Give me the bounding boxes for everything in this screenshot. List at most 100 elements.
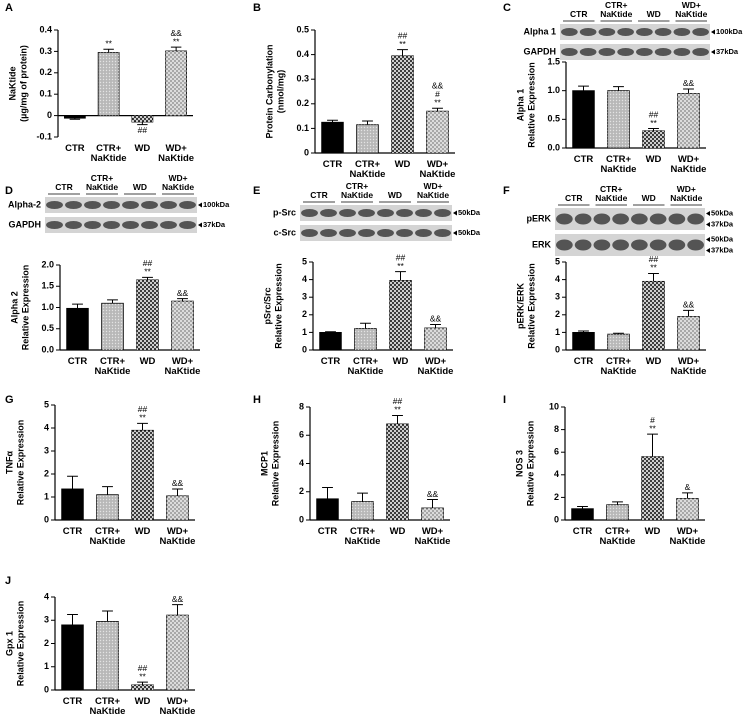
x-tick-label: CTR	[62, 696, 83, 707]
y-axis-label: pERK/ERK	[515, 283, 525, 330]
y-axis-label: Relative Expression	[20, 265, 30, 351]
blot-band	[358, 209, 375, 217]
significance-label: **	[397, 261, 404, 271]
y-tick-label: 0.2	[296, 98, 309, 108]
blot-band	[396, 229, 413, 237]
error-bar	[142, 276, 153, 280]
significance-label: #	[650, 415, 655, 425]
error-bar	[432, 107, 443, 112]
error-bar	[102, 486, 113, 495]
significance-label: ##	[649, 254, 659, 264]
y-tick-label: 8	[554, 424, 559, 434]
error-bar	[107, 299, 118, 304]
blot-band	[339, 209, 356, 217]
y-tick-label: 4	[299, 458, 304, 468]
blot-group-label: WD	[387, 190, 403, 200]
x-tick-label: WD+ NaKtide	[417, 356, 454, 377]
blot-band	[612, 239, 629, 251]
y-tick-label: 0	[299, 514, 304, 524]
x-tick-label: CTR	[62, 526, 83, 537]
blot-band	[179, 201, 196, 209]
error-bar	[102, 610, 113, 622]
y-tick-label: 3	[44, 615, 49, 625]
blot-band	[141, 221, 158, 229]
significance-label: ##	[398, 30, 408, 40]
blot-band	[687, 239, 704, 251]
blot-arrow	[453, 210, 457, 216]
x-tick-label: CTR+ NaKtide	[89, 696, 126, 717]
x-tick-label: WD	[392, 356, 409, 367]
blot-band	[692, 28, 709, 36]
y-tick-label: 0	[44, 684, 49, 694]
y-tick-label: 1.5	[41, 281, 54, 291]
bar-texture	[101, 303, 124, 350]
y-tick-label: 4	[44, 591, 49, 601]
blot-band	[598, 28, 616, 36]
x-tick-label: CTR	[573, 154, 594, 165]
x-tick-label: CTR	[67, 356, 88, 367]
y-axis-label: (nmol/mg)	[275, 70, 285, 114]
bar-texture	[607, 90, 630, 148]
blot-band	[103, 221, 120, 229]
y-axis-label: Gpx 1	[4, 631, 14, 656]
error-bar	[392, 414, 403, 424]
error-bar	[170, 46, 182, 51]
x-tick-label: WD	[139, 356, 156, 367]
blot-band	[434, 209, 451, 217]
y-tick-label: 2	[554, 492, 559, 502]
bar-texture	[131, 684, 154, 690]
significance-label: &&	[683, 300, 695, 310]
error-bar	[72, 303, 83, 309]
y-tick-label: 1	[302, 327, 307, 337]
bar-texture	[166, 615, 189, 690]
y-tick-label: 0.5	[296, 24, 309, 34]
x-tick-label: WD+ NaKtide	[158, 143, 195, 164]
blot-strip	[45, 217, 197, 233]
blot-arrow	[706, 222, 710, 227]
blot-band	[636, 48, 653, 56]
blot-band	[46, 201, 63, 209]
blot-band	[556, 239, 573, 251]
blot-strip	[560, 44, 710, 60]
blot-band	[396, 209, 413, 217]
blot-strip	[300, 205, 452, 221]
error-bar	[172, 488, 183, 496]
error-bar	[327, 119, 338, 123]
blot-band	[636, 28, 653, 36]
bar-texture	[676, 498, 699, 520]
bar-texture	[641, 456, 664, 520]
error-bar	[683, 88, 694, 94]
error-bar	[648, 272, 659, 282]
blot-row-label: GAPDH	[523, 46, 556, 56]
blot-band	[687, 213, 704, 225]
significance-label: ##	[138, 663, 148, 673]
blot-band	[339, 229, 356, 237]
y-tick-label: 2	[44, 468, 49, 478]
error-bar	[612, 501, 623, 505]
y-tick-label: 4	[44, 422, 49, 432]
error-bar	[682, 492, 693, 499]
significance-label: **	[139, 671, 146, 681]
error-bar	[427, 499, 438, 508]
bar	[572, 90, 595, 149]
bar-texture	[354, 328, 377, 350]
blot-strip	[555, 208, 705, 230]
y-axis-label: NOS 3	[514, 450, 524, 477]
error-bar	[430, 323, 441, 328]
panel-letter: J	[5, 575, 11, 587]
panel-letter: F	[503, 185, 510, 197]
blot-band	[103, 201, 120, 209]
blot-band	[593, 239, 611, 251]
x-tick-label: CTR+ NaKtide	[90, 143, 127, 164]
blot-arrow	[706, 211, 710, 216]
blot-group-label: CTR+ NaKtide	[595, 184, 628, 203]
blot-group-label: CTR	[55, 182, 73, 192]
blot-band	[668, 213, 686, 225]
blot-size-label: 50kDa	[458, 228, 481, 237]
y-tick-label: 4	[555, 274, 560, 284]
y-tick-label: 2	[555, 309, 560, 319]
blot-strip	[45, 197, 197, 213]
x-tick-label: WD+ NaKtide	[414, 526, 451, 547]
y-tick-label: 0.3	[296, 74, 309, 84]
y-axis-label: pSrc/Src	[262, 287, 272, 324]
